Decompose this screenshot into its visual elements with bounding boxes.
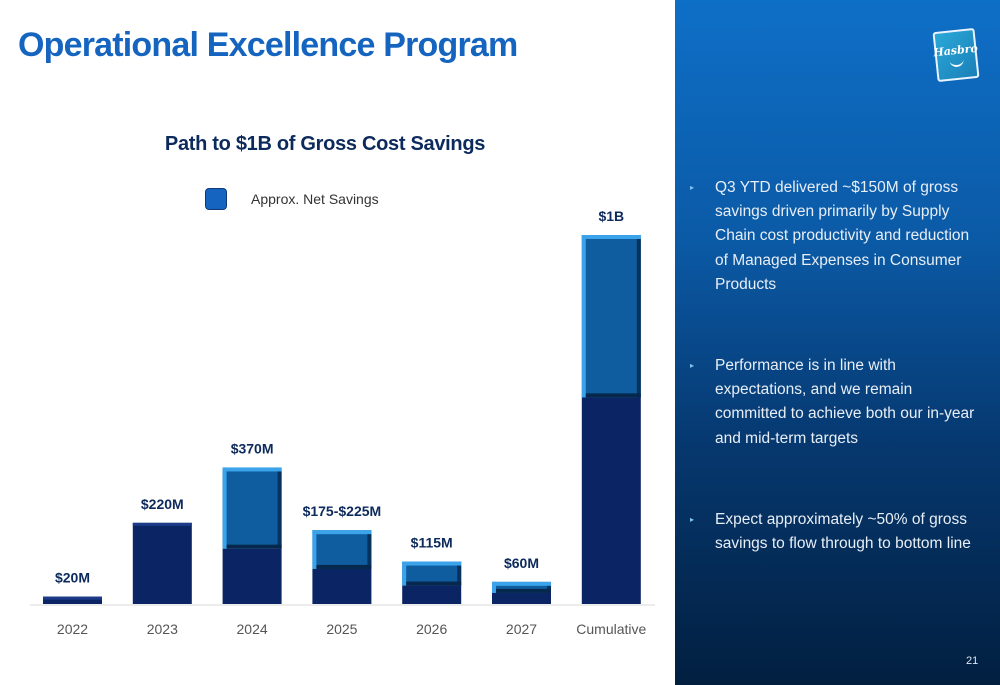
x-tick-label-2027: 2027: [506, 621, 537, 637]
hasbro-logo: Hasbro: [932, 27, 980, 83]
bar-bevel-right-2025: [367, 534, 372, 569]
bullet-text: Expect approximately ~50% of gross savin…: [715, 510, 971, 553]
bar-net-savings-2027: [492, 592, 551, 604]
x-tick-label-2026: 2026: [416, 621, 447, 637]
legend-swatch-net-savings: [205, 188, 227, 210]
bar-bevel-bottom-2026: [406, 581, 462, 586]
bullet-item: ▸ Expect approximately ~50% of gross sav…: [690, 508, 980, 556]
bar-bevel-left-2027: [492, 581, 496, 593]
logo-smile-icon: [949, 56, 965, 68]
slide-title: Operational Excellence Program: [18, 26, 518, 64]
bullet-item: ▸ Q3 YTD delivered ~$150M of gross savin…: [690, 176, 980, 297]
bar-bevel-right-cumulative: [636, 239, 641, 398]
bar-bevel-2023: [132, 522, 192, 526]
bar-gross-savings-2026: [402, 561, 462, 586]
chart-title: Path to $1B of Gross Cost Savings: [164, 133, 486, 155]
chart-legend: Approx. Net Savings: [205, 188, 379, 210]
bar-net-savings-2022: [43, 596, 102, 604]
bar-bevel-left-2026: [402, 561, 407, 586]
data-label-cumulative: $1B: [598, 208, 624, 224]
bar-bevel-top-2026: [402, 561, 462, 566]
x-tick-label-cumulative: Cumulative: [576, 621, 646, 637]
bar-bevel-top-2025: [312, 530, 372, 535]
bar-bevel-bottom-cumulative: [585, 393, 641, 398]
x-tick-label-2023: 2023: [147, 621, 178, 637]
bullet-marker-icon: ▸: [690, 183, 695, 192]
x-tick-labels-group: 2022 2023 2024 2025 2026 2027 Cumulative: [57, 621, 647, 637]
data-labels-group: $20M $220M $370M $175-$225M $115M $60M $1B: [55, 208, 624, 586]
commentary-panel: [675, 0, 1000, 685]
commentary-bullets: ▸ Q3 YTD delivered ~$150M of gross savin…: [690, 176, 980, 613]
bar-bevel-bottom-2025: [316, 564, 372, 569]
legend-label: Approx. Net Savings: [251, 191, 379, 207]
bullet-item: ▸ Performance is in line with expectatio…: [690, 354, 980, 451]
bar-bevel-top-cumulative: [581, 235, 641, 239]
data-label-2026: $115M: [411, 535, 453, 551]
data-label-2024: $370M: [231, 440, 274, 456]
page-number: 21: [966, 655, 979, 667]
data-label-2023: $220M: [141, 496, 184, 512]
bullet-text: Q3 YTD delivered ~$150M of gross savings…: [715, 179, 970, 293]
bar-net-savings-2023: [132, 522, 192, 604]
data-label-2027: $60M: [504, 555, 539, 571]
bar-bevel-left-cumulative: [581, 235, 586, 398]
bar-bevel-right-2026: [457, 565, 462, 586]
bar-gross-savings-2027: [492, 581, 551, 593]
x-tick-label-2024: 2024: [237, 621, 268, 637]
bar-gross-savings-2024: [222, 467, 282, 549]
bar-bevel-left-2024: [222, 467, 227, 549]
bar-net-savings-cumulative: [581, 397, 641, 604]
bar-bevel-left-2025: [312, 530, 317, 569]
bar-gross-savings-2025: [312, 530, 372, 569]
bullet-marker-icon: ▸: [690, 361, 695, 371]
bar-bevel-bottom-2024: [226, 544, 282, 549]
x-tick-label-2022: 2022: [57, 621, 88, 637]
bar-bevel-right-2024: [277, 471, 282, 549]
bullet-marker-icon: ▸: [690, 514, 695, 524]
x-tick-label-2025: 2025: [326, 621, 357, 637]
bar-bevel-top-2024: [222, 467, 282, 472]
bar-net-savings-2026: [402, 585, 462, 604]
data-label-2025: $175-$225M: [303, 503, 382, 519]
bar-bevel-top-2027: [492, 581, 551, 586]
logo-text: Hasbro: [932, 41, 979, 59]
bar-net-savings-2025: [312, 568, 372, 604]
bullet-text: Performance is in line with expectations…: [715, 357, 975, 447]
bar-bevel-bottom-2027: [496, 588, 551, 593]
bar-chart: $20M $220M $370M $175-$225M $115M $60M $1B 202…: [30, 208, 655, 637]
bar-bevel-2022: [43, 596, 102, 600]
bar-net-savings-2024: [222, 548, 282, 604]
data-label-2022: $20M: [55, 570, 90, 586]
bar-gross-savings-cumulative: [581, 235, 641, 398]
bars-group: [43, 235, 641, 604]
